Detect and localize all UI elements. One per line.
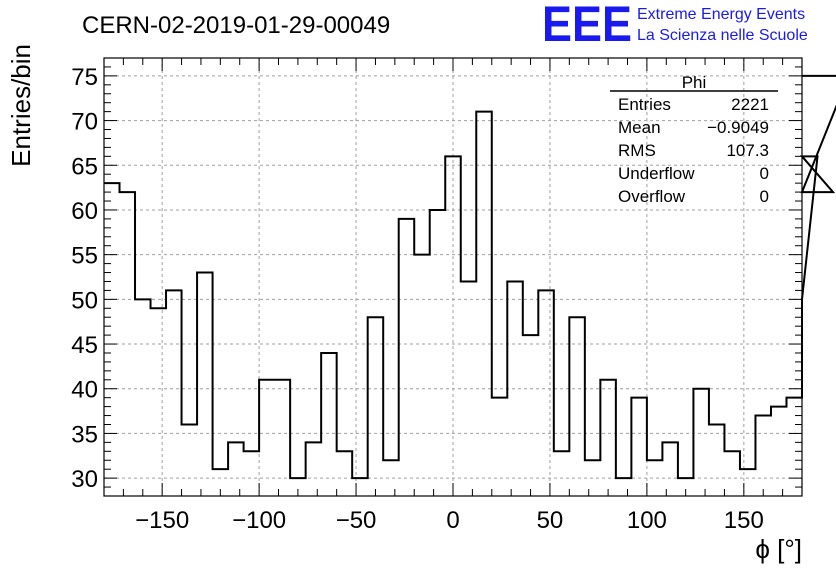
stats-label-underflow: Underflow [618, 164, 695, 183]
histogram-bin [507, 281, 523, 496]
y-tick-label: 40 [71, 377, 98, 404]
histogram-bin [631, 398, 647, 496]
histogram-bin [724, 451, 740, 496]
histogram-bin [120, 192, 136, 496]
stats-value-entries: 2221 [731, 95, 769, 114]
y-tick-label: 70 [71, 109, 98, 136]
x-tick-label: −150 [135, 507, 189, 534]
grid-lines [104, 58, 802, 496]
histogram-bin [135, 299, 151, 496]
axis-ticks [103, 57, 803, 497]
histogram-bin [600, 380, 616, 496]
histogram-bin [492, 398, 508, 496]
histogram-bin [399, 219, 415, 496]
stats-box: Phi Entries 2221 Mean −0.9049 RMS 107.3 … [610, 73, 778, 206]
histogram-bin [430, 210, 446, 496]
histogram-bin [554, 451, 570, 496]
histogram-bin [352, 478, 368, 496]
histogram-bin [647, 460, 663, 496]
x-tick-label: 0 [446, 507, 459, 534]
stats-label-overflow: Overflow [618, 187, 686, 206]
y-tick-label: 60 [71, 198, 98, 225]
histogram-bin [166, 290, 182, 496]
histogram-bin [662, 442, 678, 496]
y-tick-label: 55 [71, 243, 98, 270]
chart-title: CERN-02-2019-01-29-00049 [82, 12, 390, 39]
histogram-bin [337, 451, 353, 496]
histogram-bin [368, 317, 384, 496]
histogram-bin [228, 442, 244, 496]
histogram-bin [151, 308, 167, 496]
stats-label-mean: Mean [618, 118, 661, 137]
histogram-bin [414, 255, 430, 496]
x-tick-labels: −150 −100 −50 0 50 100 150 [135, 507, 764, 534]
y-tick-label: 30 [71, 466, 98, 493]
x-tick-label: 150 [724, 507, 764, 534]
histogram-bin [786, 398, 802, 496]
stats-label-entries: Entries [618, 95, 671, 114]
histogram-bin [306, 442, 322, 496]
logo-subtitle-1: Extreme Energy Events [637, 6, 805, 23]
y-tick-label: 35 [71, 421, 98, 448]
histogram-bin [383, 460, 399, 496]
stats-title: Phi [682, 73, 707, 92]
x-tick-label: 50 [537, 507, 564, 534]
y-tick-label: 65 [71, 153, 98, 180]
x-tick-label: −50 [336, 507, 377, 534]
stats-value-underflow: 0 [760, 164, 769, 183]
stats-label-rms: RMS [618, 141, 656, 160]
histogram-bin [461, 281, 477, 496]
histogram-bin [585, 460, 601, 496]
histogram-bin [771, 407, 787, 496]
eee-logo: EEE [542, 0, 632, 52]
histogram-bin [569, 317, 585, 496]
histogram-bin [321, 353, 337, 496]
histogram-bin [709, 424, 725, 496]
histogram-bin [197, 273, 213, 496]
y-tick-label: 75 [71, 64, 98, 91]
stats-value-mean: −0.9049 [707, 118, 769, 137]
x-axis-label: ϕ [°] [755, 534, 802, 564]
histogram-bin [259, 380, 275, 496]
histogram-bin [476, 112, 492, 496]
y-axis-label: Entries/bin [6, 44, 36, 167]
logo-subtitle-2: La Scienza nelle Scuole [637, 27, 808, 44]
histogram-bin [104, 183, 120, 496]
histogram-bin [523, 335, 539, 496]
histogram-bins [104, 112, 802, 496]
histogram-bin [616, 478, 632, 496]
histogram-bin [538, 290, 554, 496]
x-tick-label: 100 [627, 507, 667, 534]
x-tick-label: −100 [232, 507, 286, 534]
histogram-bin [740, 469, 756, 496]
y-tick-labels: 30 35 40 45 50 55 60 65 70 75 [71, 64, 98, 493]
histogram-outline [104, 74, 836, 480]
histogram-bin [182, 424, 198, 496]
histogram-bin [244, 451, 260, 496]
stats-value-rms: 107.3 [726, 141, 769, 160]
histogram-bin [445, 156, 461, 496]
histogram-bin [755, 416, 771, 496]
y-tick-label: 50 [71, 287, 98, 314]
histogram-bin [275, 380, 291, 496]
histogram-bin [693, 389, 709, 496]
stats-value-overflow: 0 [760, 187, 769, 206]
y-tick-label: 45 [71, 332, 98, 359]
